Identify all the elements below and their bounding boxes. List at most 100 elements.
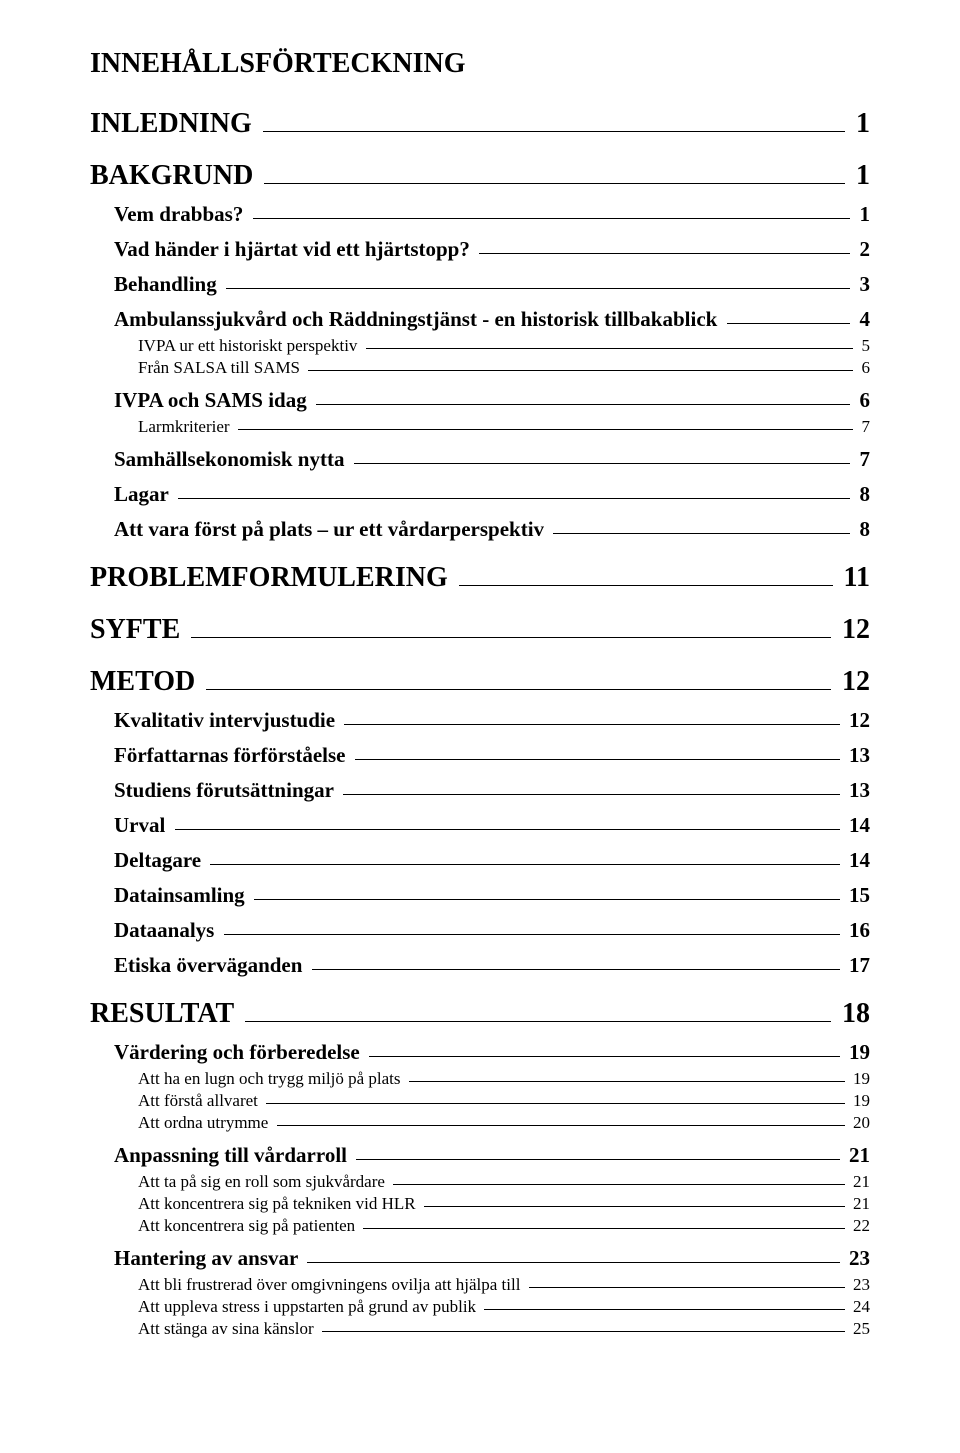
toc-entry-page: 7 (854, 447, 870, 472)
toc-entry-page: 1 (854, 202, 870, 227)
toc-entry: METOD 12 (90, 666, 870, 698)
toc-leader-line (484, 1309, 844, 1310)
toc-entry-page: 13 (844, 743, 870, 768)
document-title: INNEHÅLLSFÖRTECKNING (90, 48, 870, 80)
toc-leader-line (366, 348, 854, 349)
toc-entry-label: Att uppleva stress i uppstarten på grund… (138, 1297, 480, 1317)
toc-entry-page: 1 (849, 108, 870, 140)
toc-entry-label: Att koncentrera sig på tekniken vid HLR (138, 1194, 420, 1214)
toc-leader-line (253, 218, 851, 219)
toc-entry: INLEDNING 1 (90, 108, 870, 140)
toc-entry: Lagar 8 (90, 482, 870, 507)
toc-entry-label: Från SALSA till SAMS (138, 358, 304, 378)
toc-entry-label: Lagar (114, 482, 174, 507)
toc-entry-label: Ambulanssjukvård och Räddningstjänst - e… (114, 307, 723, 332)
toc-leader-line (424, 1206, 845, 1207)
toc-entry-label: Att förstå allvaret (138, 1091, 262, 1111)
toc-entry-label: Etiska överväganden (114, 953, 308, 978)
toc-leader-line (277, 1125, 845, 1126)
toc-entry-page: 6 (854, 388, 870, 413)
toc-entry-label: Anpassning till vårdarroll (114, 1143, 352, 1168)
toc-entry-page: 18 (835, 998, 870, 1030)
toc-entry-page: 4 (854, 307, 870, 332)
toc-entry-label: PROBLEMFORMULERING (90, 562, 455, 594)
toc-entry-label: Vad händer i hjärtat vid ett hjärtstopp? (114, 237, 475, 262)
toc-leader-line (191, 637, 831, 638)
toc-entry-page: 23 (849, 1275, 870, 1295)
toc-entry-page: 17 (844, 953, 870, 978)
toc-entry: Etiska överväganden 17 (90, 953, 870, 978)
toc-entry: PROBLEMFORMULERING 11 (90, 562, 870, 594)
toc-entry-label: Författarnas förförståelse (114, 743, 351, 768)
toc-entry-page: 22 (849, 1216, 870, 1236)
toc-leader-line (459, 585, 833, 586)
toc-entry: Studiens förutsättningar 13 (90, 778, 870, 803)
toc-entry-label: Behandling (114, 272, 222, 297)
toc-entry: Författarnas förförståelse 13 (90, 743, 870, 768)
toc-entry-label: INLEDNING (90, 108, 259, 140)
toc-entry: Vad händer i hjärtat vid ett hjärtstopp?… (90, 237, 870, 262)
toc-entry-page: 7 (857, 417, 870, 437)
toc-entry-page: 12 (835, 614, 870, 646)
toc-leader-line (354, 463, 851, 464)
toc-entry: Samhällsekonomisk nytta 7 (90, 447, 870, 472)
toc-entry-page: 21 (849, 1194, 870, 1214)
toc-entry-page: 21 (844, 1143, 870, 1168)
toc-entry-label: Att ordna utrymme (138, 1113, 273, 1133)
toc-entry-label: Kvalitativ intervjustudie (114, 708, 340, 733)
toc-leader-line (316, 404, 850, 405)
toc-entry-page: 19 (849, 1069, 870, 1089)
toc-leader-line (254, 899, 840, 900)
toc-entry-page: 14 (844, 848, 870, 873)
toc-entry-label: Värdering och förberedelse (114, 1040, 365, 1065)
toc-entry-label: IVPA och SAMS idag (114, 388, 312, 413)
toc-entry: Från SALSA till SAMS 6 (90, 358, 870, 378)
toc-entry-label: Hantering av ansvar (114, 1246, 303, 1271)
toc-leader-line (263, 131, 845, 132)
toc-entry: Deltagare 14 (90, 848, 870, 873)
toc-leader-line (312, 969, 840, 970)
toc-entry-label: Att ha en lugn och trygg miljö på plats (138, 1069, 405, 1089)
toc-entry-label: Studiens förutsättningar (114, 778, 339, 803)
toc-entry: Anpassning till vårdarroll 21 (90, 1143, 870, 1168)
toc-leader-line (210, 864, 839, 865)
toc-entry-label: Deltagare (114, 848, 206, 873)
toc-entry-page: 12 (844, 708, 870, 733)
toc-entry-page: 8 (854, 482, 870, 507)
toc-leader-line (479, 253, 850, 254)
toc-leader-line (238, 429, 853, 430)
toc-entry-page: 16 (844, 918, 870, 943)
toc-leader-line (356, 1159, 840, 1160)
toc-entry: Datainsamling 15 (90, 883, 870, 908)
toc-leader-line (307, 1262, 840, 1263)
toc-entry-label: Datainsamling (114, 883, 250, 908)
toc-entry-label: Dataanalys (114, 918, 220, 943)
toc-entry-label: BAKGRUND (90, 160, 260, 192)
toc-entry: IVPA och SAMS idag 6 (90, 388, 870, 413)
toc-entry-page: 20 (849, 1113, 870, 1133)
toc-entry: Värdering och förberedelse 19 (90, 1040, 870, 1065)
toc-leader-line (175, 829, 840, 830)
toc-entry-page: 24 (849, 1297, 870, 1317)
toc-entry-page: 12 (835, 666, 870, 698)
toc-leader-line (553, 533, 850, 534)
toc-entry-page: 23 (844, 1246, 870, 1271)
toc-leader-line (178, 498, 851, 499)
toc-leader-line (264, 183, 845, 184)
toc-entry: Urval 14 (90, 813, 870, 838)
toc-leader-line (363, 1228, 844, 1229)
toc-entry-label: Att vara först på plats – ur ett vårdarp… (114, 517, 549, 542)
toc-entry: Dataanalys 16 (90, 918, 870, 943)
toc-entry: Att koncentrera sig på patienten 22 (90, 1216, 870, 1236)
toc-entry-label: Att bli frustrerad över omgivningens ovi… (138, 1275, 525, 1295)
toc-entry: SYFTE 12 (90, 614, 870, 646)
toc-entry-label: Att ta på sig en roll som sjukvårdare (138, 1172, 389, 1192)
toc-entry: Behandling 3 (90, 272, 870, 297)
toc-entry: Att ha en lugn och trygg miljö på plats … (90, 1069, 870, 1089)
toc-entry: Kvalitativ intervjustudie 12 (90, 708, 870, 733)
toc-entry: Larmkriterier 7 (90, 417, 870, 437)
toc-leader-line (344, 724, 839, 725)
toc-entry-label: Samhällsekonomisk nytta (114, 447, 350, 472)
toc-entry: RESULTAT 18 (90, 998, 870, 1030)
toc-leader-line (206, 689, 831, 690)
